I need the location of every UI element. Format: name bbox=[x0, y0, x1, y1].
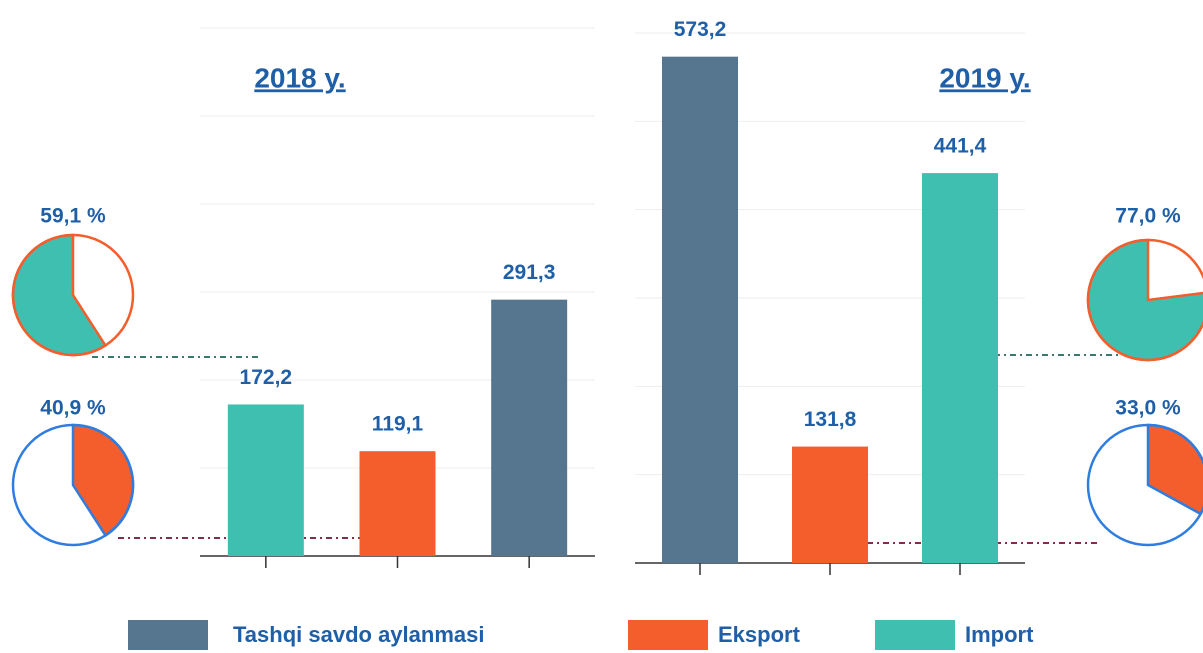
value-label: 441,4 bbox=[934, 135, 987, 158]
pie-outline bbox=[1086, 423, 1203, 547]
bar bbox=[922, 173, 998, 563]
pie-outline bbox=[1086, 238, 1203, 362]
pie-label: 33,0 % bbox=[1115, 397, 1181, 420]
legend-label: Import bbox=[965, 622, 1034, 647]
legend-swatch bbox=[128, 620, 208, 650]
value-label: 573,2 bbox=[674, 18, 727, 41]
pie-label: 77,0 % bbox=[1115, 205, 1181, 228]
value-label: 131,8 bbox=[804, 408, 857, 431]
legend-label: Eksport bbox=[718, 622, 801, 647]
value-label: 172,2 bbox=[240, 366, 293, 389]
pie-label: 40,9 % bbox=[40, 397, 106, 420]
legend-swatch bbox=[628, 620, 708, 650]
legend-label: Tashqi savdo aylanmasi bbox=[233, 622, 484, 647]
bar bbox=[491, 299, 568, 556]
bar bbox=[359, 451, 436, 556]
bar bbox=[227, 404, 304, 556]
chart-title: 2018 y. bbox=[254, 62, 345, 93]
chart-title: 2019 y. bbox=[939, 62, 1030, 93]
legend-swatch bbox=[875, 620, 955, 650]
bar bbox=[662, 56, 738, 563]
bar bbox=[792, 446, 868, 563]
value-label: 291,3 bbox=[503, 261, 556, 284]
value-label: 119,1 bbox=[372, 413, 424, 436]
pie-outline bbox=[11, 233, 135, 357]
pie-label: 59,1 % bbox=[40, 205, 106, 228]
pie-outline bbox=[11, 423, 135, 547]
